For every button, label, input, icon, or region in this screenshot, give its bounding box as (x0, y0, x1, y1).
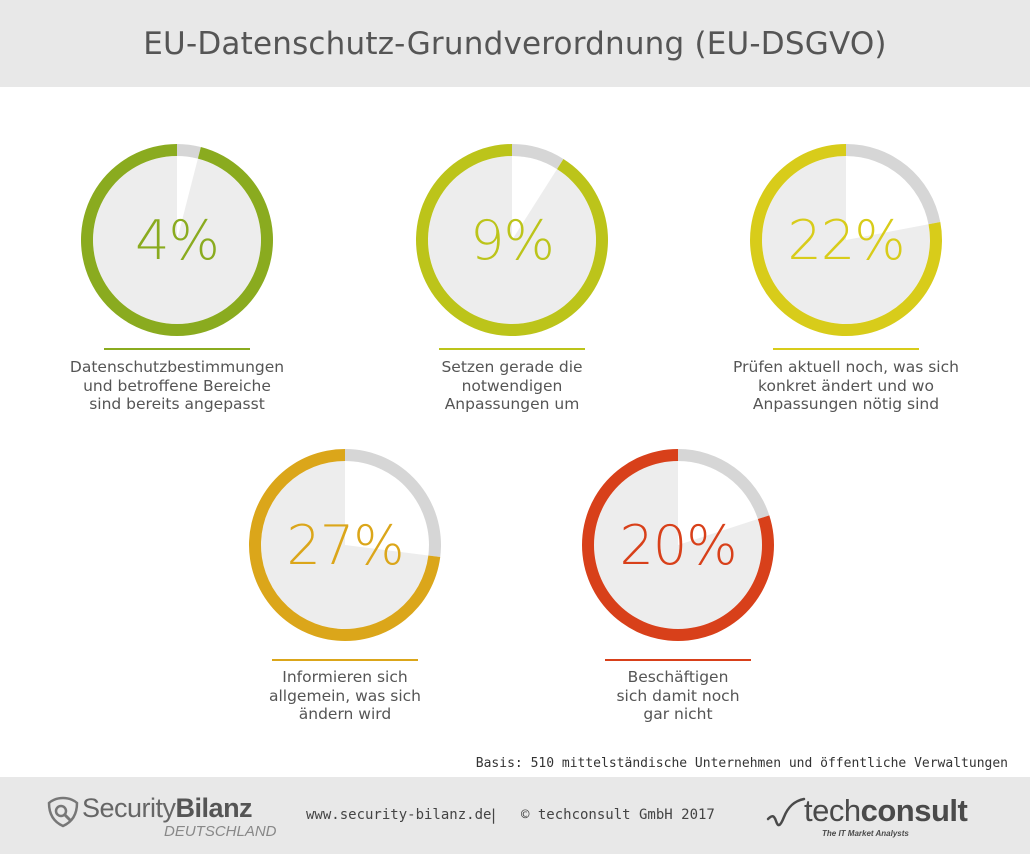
donut-description: Beschäftigen sich damit noch gar nicht (558, 668, 798, 724)
donut-svg-3 (750, 144, 942, 336)
logo-left-text: SecurityBilanz (82, 793, 253, 823)
description-line: notwendigen (461, 376, 563, 395)
donut-percentage-label: 20% (619, 513, 737, 577)
description-line: und betroffene Bereiche (83, 376, 271, 395)
copyright-text: © techconsult GmbH 2017 (521, 807, 715, 823)
header-banner: EU-Datenschutz-Grundverordnung (EU-DSGVO… (0, 0, 1030, 87)
donut-svg-5 (582, 449, 774, 641)
donut-share-slice (177, 156, 198, 240)
description-line: sind bereits angepasst (89, 395, 265, 413)
donut-share-arc (846, 144, 941, 225)
donut-share-slice (512, 156, 558, 240)
donut-percentage-label: 4% (135, 208, 220, 272)
donut-underline (439, 348, 585, 350)
donut-share-slice (678, 461, 758, 545)
donut-share-arc (345, 449, 441, 558)
basis-note: Basis: 510 mittelständische Unternehmen … (475, 756, 1008, 771)
description-line: konkret ändert und wo (758, 376, 934, 395)
donut-share-slice (345, 461, 429, 556)
description-line: ändern wird (298, 705, 392, 723)
donut-share-slice (846, 156, 929, 240)
description-line: Datenschutzbestimmungen (69, 358, 285, 376)
description-line: Anpassungen um (444, 395, 580, 413)
description-line: Beschäftigen (627, 668, 729, 686)
donut-share-arc (678, 449, 770, 520)
donut-chart-1: 4% (77, 140, 277, 340)
description-line: Anpassungen nötig sind (752, 395, 940, 413)
donut-share-arc (512, 144, 564, 170)
donut-chart-2: 9% (412, 140, 612, 340)
donut-percentage-label: 9% (470, 208, 555, 272)
logo-left-subtitle: DEUTSCHLAND (164, 823, 277, 840)
techconsult-logo: techconsult The IT Market Analysts (766, 793, 976, 843)
description-line: Prüfen aktuell noch, was sich (733, 358, 959, 376)
donut-svg-4 (249, 449, 441, 641)
donut-description: Setzen gerade die notwendigen Anpassungen … (392, 358, 632, 414)
security-bilanz-logo: SecurityBilanz DEUTSCHLAND (46, 791, 286, 841)
donut-description: Prüfen aktuell noch, was sich konkret änd… (726, 358, 966, 414)
donut-chart-5: 20% (578, 445, 778, 645)
description-line: gar nicht (643, 705, 713, 723)
website-url: www.security-bilanz.de (306, 807, 492, 823)
donut-percentage-label: 22% (787, 208, 905, 272)
donut-underline (605, 659, 751, 661)
donut-description: Informieren sich allgemein, was sich änder… (225, 668, 465, 724)
donut-share-arc (177, 144, 201, 159)
description-line: allgemein, was sich (268, 686, 421, 705)
description-line: Informieren sich (282, 668, 408, 686)
swoosh-icon (766, 797, 806, 827)
logo-right-tagline: The IT Market Analysts (822, 829, 909, 838)
donut-description: Datenschutzbestimmungen und betroffene Be… (57, 358, 297, 414)
description-line: sich damit noch (616, 686, 740, 705)
footer: SecurityBilanz DEUTSCHLAND www.security-… (0, 777, 1030, 854)
donut-svg-2 (416, 144, 608, 336)
donut-underline (272, 659, 418, 661)
footer-separator: | (491, 806, 497, 824)
donut-chart-4: 27% (245, 445, 445, 645)
donut-chart-3: 22% (746, 140, 946, 340)
shield-icon (47, 796, 79, 828)
page-title: EU-Datenschutz-Grundverordnung (EU-DSGVO… (143, 25, 887, 62)
donut-underline (104, 348, 250, 350)
logo-right-text: techconsult (804, 793, 968, 828)
donut-svg-1 (81, 144, 274, 336)
description-line: Setzen gerade die (441, 358, 583, 376)
donut-percentage-label: 27% (286, 513, 404, 577)
donut-underline (773, 348, 919, 350)
